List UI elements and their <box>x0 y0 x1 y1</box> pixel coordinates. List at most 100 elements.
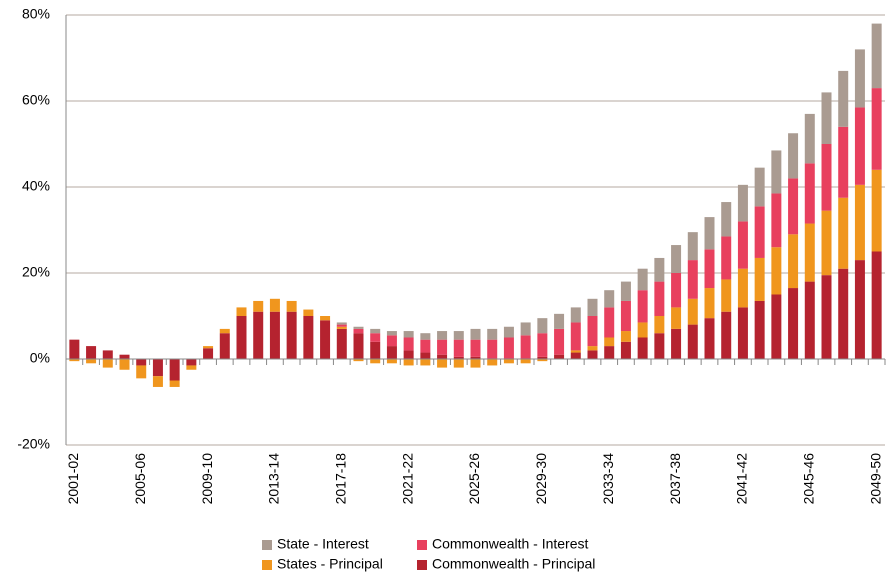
bar-segment <box>136 365 147 379</box>
bar-segment <box>487 339 498 359</box>
bar-segment <box>537 356 548 359</box>
legend-label: Commonwealth - Interest <box>432 536 589 552</box>
bar-segment <box>771 294 782 359</box>
bar-segment <box>520 322 531 336</box>
bar-segment <box>721 202 732 237</box>
y-tick-label: 40% <box>22 178 50 194</box>
bar-segment <box>620 281 631 301</box>
bar-segment <box>470 328 481 340</box>
bar-segment <box>119 359 130 370</box>
bar-segment <box>102 350 113 359</box>
bar-segment <box>437 359 448 368</box>
bar-segment <box>854 260 865 359</box>
bar-segment <box>253 300 264 312</box>
bar-segment <box>821 144 832 211</box>
bar-segment <box>503 337 514 359</box>
bar-segment <box>437 331 448 340</box>
bar-segment <box>854 107 865 185</box>
bar-segment <box>687 324 698 359</box>
bar-segment <box>838 197 849 269</box>
bar-segment <box>804 223 815 282</box>
bar-segment <box>386 359 397 364</box>
bar-segment <box>203 348 214 359</box>
bar-segment <box>403 337 414 351</box>
x-tick-label: 2005-06 <box>132 453 148 505</box>
bar-segment <box>253 311 264 359</box>
bar-segment <box>487 328 498 340</box>
bar-segment <box>570 307 581 323</box>
bar-segment <box>286 311 297 359</box>
bar-segment <box>821 92 832 144</box>
bar-segment <box>386 335 397 347</box>
bar-segment <box>587 346 598 351</box>
bar-segment <box>637 337 648 359</box>
x-tick-label: 2049-50 <box>867 453 883 505</box>
bar-segment <box>554 328 565 355</box>
bar-segment <box>804 281 815 359</box>
legend-swatch <box>262 560 272 570</box>
y-tick-label: 0% <box>30 350 50 366</box>
bar-segment <box>604 346 615 359</box>
bar-segment <box>86 359 97 364</box>
bar-segment <box>587 350 598 359</box>
bar-segment <box>871 88 882 170</box>
x-tick-label: 2045-46 <box>800 453 816 505</box>
bar-segment <box>420 339 431 353</box>
bar-segment <box>453 356 464 359</box>
bar-segment <box>687 260 698 299</box>
bar-segment <box>687 298 698 325</box>
bar-segment <box>871 169 882 252</box>
y-tick-label: 80% <box>22 6 50 22</box>
bar-segment <box>370 359 381 364</box>
bar-segment <box>420 359 431 366</box>
bar-segment <box>303 309 314 316</box>
legend-label: Commonwealth - Principal <box>432 556 595 572</box>
bar-segment <box>804 163 815 224</box>
bar-segment <box>771 247 782 295</box>
bar-segment <box>353 326 364 329</box>
x-tick-label: 2013-14 <box>266 453 282 505</box>
bar-segment <box>854 49 865 108</box>
bar-segment <box>470 356 481 359</box>
legend-swatch <box>417 560 427 570</box>
bar-segment <box>186 365 197 370</box>
bar-segment <box>620 300 631 332</box>
bar-segment <box>286 300 297 312</box>
x-tick-label: 2009-10 <box>199 453 215 505</box>
bar-segment <box>503 359 514 364</box>
bar-segment <box>470 359 481 368</box>
bar-segment <box>654 257 665 282</box>
bar-segment <box>437 354 448 359</box>
bar-segment <box>587 298 598 316</box>
bar-segment <box>453 359 464 368</box>
bar-segment <box>152 359 163 377</box>
bar-segment <box>353 333 364 359</box>
bar-segment <box>570 350 581 353</box>
bar-segment <box>771 193 782 248</box>
bar-segment <box>69 339 80 359</box>
bar-segment <box>637 322 648 338</box>
bar-segment <box>370 333 381 342</box>
bar-segment <box>554 354 565 359</box>
bar-segment <box>637 268 648 291</box>
x-tick-label: 2033-34 <box>600 453 616 505</box>
bar-segment <box>353 328 364 334</box>
bar-segment <box>403 350 414 359</box>
y-tick-label: 60% <box>22 92 50 108</box>
bar-segment <box>353 359 364 362</box>
bar-segment <box>236 316 247 359</box>
x-tick-label: 2017-18 <box>332 453 348 505</box>
x-tick-label: 2025-26 <box>466 453 482 505</box>
bar-segment <box>604 307 615 338</box>
bar-segment <box>370 341 381 359</box>
bar-segment <box>721 279 732 312</box>
bar-segment <box>152 376 163 387</box>
bar-segment <box>620 331 631 342</box>
bar-segment <box>570 352 581 359</box>
legend-swatch <box>262 540 272 550</box>
bar-segment <box>871 23 882 89</box>
bar-segment <box>537 359 548 362</box>
bar-segment <box>804 113 815 164</box>
bar-segment <box>470 339 481 357</box>
